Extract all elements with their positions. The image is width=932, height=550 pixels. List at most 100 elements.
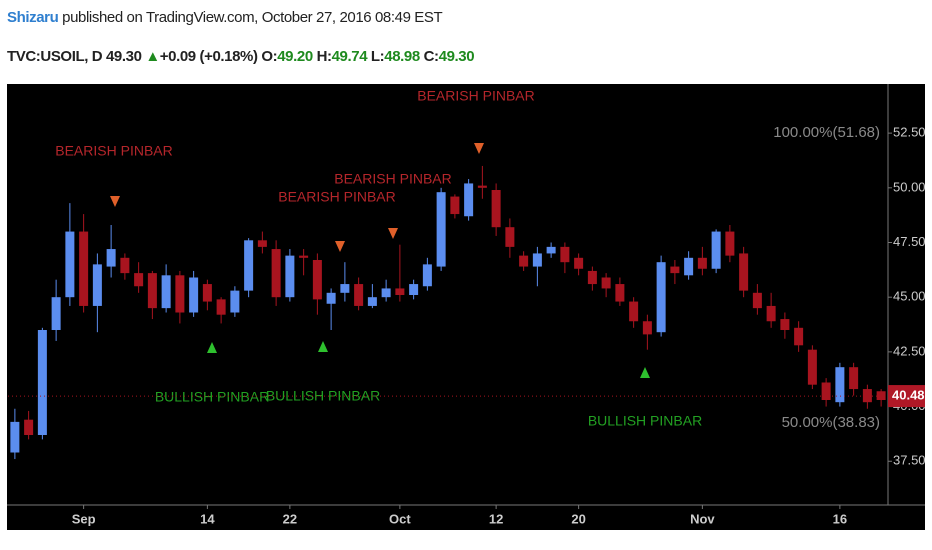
candle-body	[601, 277, 611, 289]
candle-body	[546, 246, 556, 254]
candle-body	[189, 277, 199, 313]
candle-body	[505, 227, 515, 247]
c-value: 49.30	[438, 48, 475, 65]
bearish-label: BEARISH PINBAR	[278, 189, 395, 205]
y-tick-label: 52.50	[893, 125, 926, 140]
y-tick-label: 47.50	[893, 234, 926, 249]
candle-body	[450, 196, 460, 215]
y-tick-label: 37.50	[893, 453, 926, 468]
candle-body	[285, 255, 295, 298]
candle-body	[299, 255, 309, 258]
candle-body	[354, 284, 364, 306]
candle-body	[697, 257, 707, 269]
symbol: TVC:USOIL, D	[7, 48, 103, 65]
y-tick-label: 45.00	[893, 289, 926, 304]
bearish-arrow	[110, 196, 120, 207]
candle-body	[10, 421, 20, 453]
bearish-arrow	[388, 228, 398, 239]
x-tick-label: 16	[833, 511, 847, 526]
candle-body	[147, 273, 157, 309]
o-value: 49.20	[277, 48, 313, 65]
candle-body	[92, 264, 102, 306]
candle-body	[766, 305, 776, 322]
c-label: C:	[423, 48, 439, 65]
candle-body	[629, 301, 639, 322]
candle-body	[587, 270, 597, 285]
candle-body	[51, 297, 61, 330]
candle-body	[257, 240, 267, 247]
candle-body	[876, 391, 886, 400]
candle-body	[436, 192, 446, 267]
candle-body	[37, 330, 47, 435]
l-label: L:	[370, 48, 385, 65]
candle-body	[367, 297, 377, 306]
bullish-arrow	[207, 342, 217, 353]
last: 49.30	[105, 48, 142, 65]
candle-body	[477, 185, 487, 188]
candle-body	[175, 275, 185, 313]
candle-body	[519, 255, 529, 267]
candle-body	[835, 367, 845, 403]
candle-body	[381, 288, 391, 298]
candle-body	[326, 292, 336, 304]
candle-body	[216, 299, 226, 315]
candle-body	[739, 253, 749, 291]
candle-body	[120, 257, 130, 274]
bearish-arrow	[474, 143, 484, 154]
candle-body	[161, 275, 171, 309]
candle-body	[642, 321, 652, 335]
bearish-label: BEARISH PINBAR	[417, 88, 534, 104]
bearish-label: BEARISH PINBAR	[334, 171, 451, 187]
candle-body	[615, 284, 625, 302]
h-value: 49.74	[331, 48, 368, 65]
candle-body	[271, 249, 281, 298]
candle-body	[807, 349, 817, 385]
bearish-arrow	[335, 241, 345, 252]
bullish-arrow	[640, 367, 650, 378]
publish-line: Shizaru published on TradingView.com, Oc…	[7, 9, 443, 26]
candle-body	[79, 231, 89, 306]
x-tick-label: Oct	[389, 511, 411, 526]
candle-body	[340, 284, 350, 293]
bearish-label: BEARISH PINBAR	[55, 143, 172, 159]
x-tick-label: Sep	[72, 511, 96, 526]
last-price-label: 40.48	[892, 388, 925, 403]
h-label: H:	[316, 48, 332, 65]
candle-body	[244, 240, 254, 291]
candle-body	[849, 367, 859, 390]
x-tick-label: 12	[489, 511, 503, 526]
candle-body	[670, 266, 680, 274]
candle-body	[794, 327, 804, 346]
candle-body	[312, 260, 322, 300]
o-label: O:	[261, 48, 278, 65]
bullish-label: BULLISH PINBAR	[155, 389, 269, 405]
symbol-line: TVC:USOIL, D 49.30 ▲+0.09 (+0.18%) O:49.…	[7, 48, 475, 65]
candle-body	[574, 257, 584, 269]
candle-body	[862, 389, 872, 403]
candle-body	[464, 183, 474, 217]
candle-body	[24, 419, 34, 435]
candle-body	[532, 253, 542, 267]
l-value: 48.98	[384, 48, 420, 65]
author[interactable]: Shizaru	[7, 9, 59, 26]
candle-body	[780, 319, 790, 330]
up-arrow: ▲	[145, 48, 160, 65]
publish-info: published on TradingView.com, October 27…	[62, 9, 443, 26]
candle-body	[711, 231, 721, 269]
y-tick-label: 42.50	[893, 343, 926, 358]
candle-body	[684, 257, 694, 276]
bullish-label: BULLISH PINBAR	[266, 388, 380, 404]
bullish-label: BULLISH PINBAR	[588, 413, 702, 429]
candle-body	[65, 231, 75, 298]
x-tick-label: 14	[200, 511, 215, 526]
x-tick-label: Nov	[690, 511, 715, 526]
candle-body	[752, 292, 762, 309]
change: +0.09 (+0.18%)	[159, 48, 258, 65]
candle-body	[821, 382, 831, 400]
candle-body	[560, 246, 570, 263]
candle-body	[491, 190, 501, 228]
x-tick-label: 22	[283, 511, 297, 526]
candle-body	[202, 284, 212, 302]
